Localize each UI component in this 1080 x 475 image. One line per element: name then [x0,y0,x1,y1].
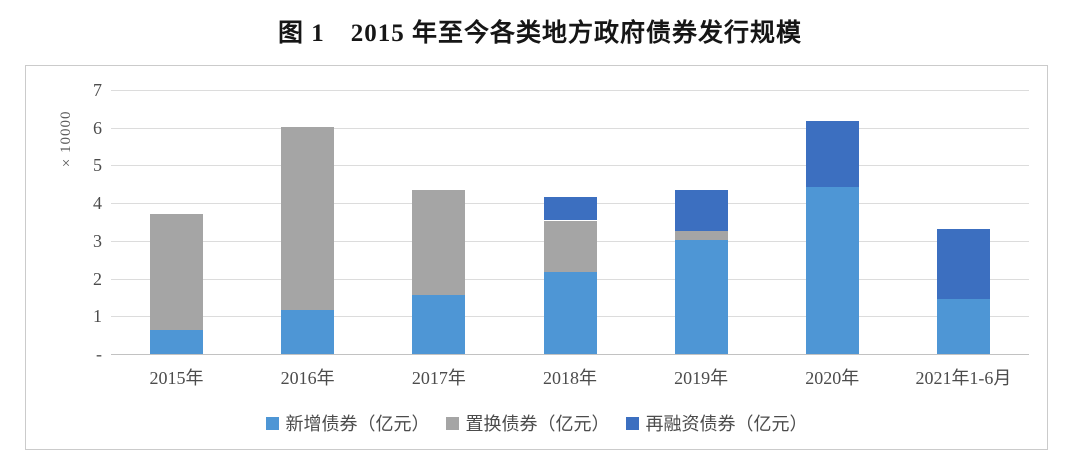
legend-color-swatch [445,416,459,430]
bar-segment [674,189,728,232]
legend-item: 新增债券（亿元） [265,410,430,436]
figure-title: 图 1 2015 年至今各类地方政府债券发行规模 [277,20,802,47]
x-category-label: 2020年 [805,368,860,388]
legend-item: 再融资债券（亿元） [625,410,808,436]
y-tick-label: 4 [93,193,102,214]
x-category-label: 2021年1-6月 [915,368,1012,388]
bar-segment [412,294,466,354]
bar-segment [281,309,335,354]
x-category-label: 2016年 [280,368,335,388]
x-category-label: 2015年 [149,368,204,388]
legend: 新增债券（亿元） 置换债券（亿元） 再融资债券（亿元） [26,410,1047,436]
y-tick-label: 5 [93,155,102,176]
bar-segment [674,239,728,354]
x-category-label: 2018年 [542,368,597,388]
legend-label: 再融资债券（亿元） [645,414,808,434]
bar-segment [543,220,597,273]
legend-label: 置换债券（亿元） [465,414,610,434]
y-tick-label: - [96,344,102,364]
bar-segment [543,272,597,354]
legend-color-swatch [625,416,639,430]
legend-color-swatch [265,416,279,430]
y-tick-label: 2 [93,268,102,289]
x-category-label: 2017年 [411,368,466,388]
legend-item: 置换债券（亿元） [445,410,610,436]
bar-segment [543,196,597,221]
y-tick-label: 1 [93,306,102,327]
x-category-label: 2019年 [674,368,729,388]
y-tick-label: 7 [93,80,102,100]
y-tick-label: 6 [93,117,102,138]
gridline [111,165,1029,167]
y-tick-label: 3 [93,230,102,251]
bar-segment [674,231,728,240]
bar-segment [412,189,466,295]
gridline [111,90,1029,91]
bar-segment [936,298,990,354]
bar-segment [805,186,859,354]
bar-segment [281,127,335,310]
bar-segment [805,120,859,187]
bar-segment [936,229,990,299]
legend-label: 新增债券（亿元） [285,414,430,434]
bar-segment [150,329,204,354]
bar-segment [150,213,204,330]
gridline [111,127,1029,129]
x-axis-line [111,354,1029,355]
